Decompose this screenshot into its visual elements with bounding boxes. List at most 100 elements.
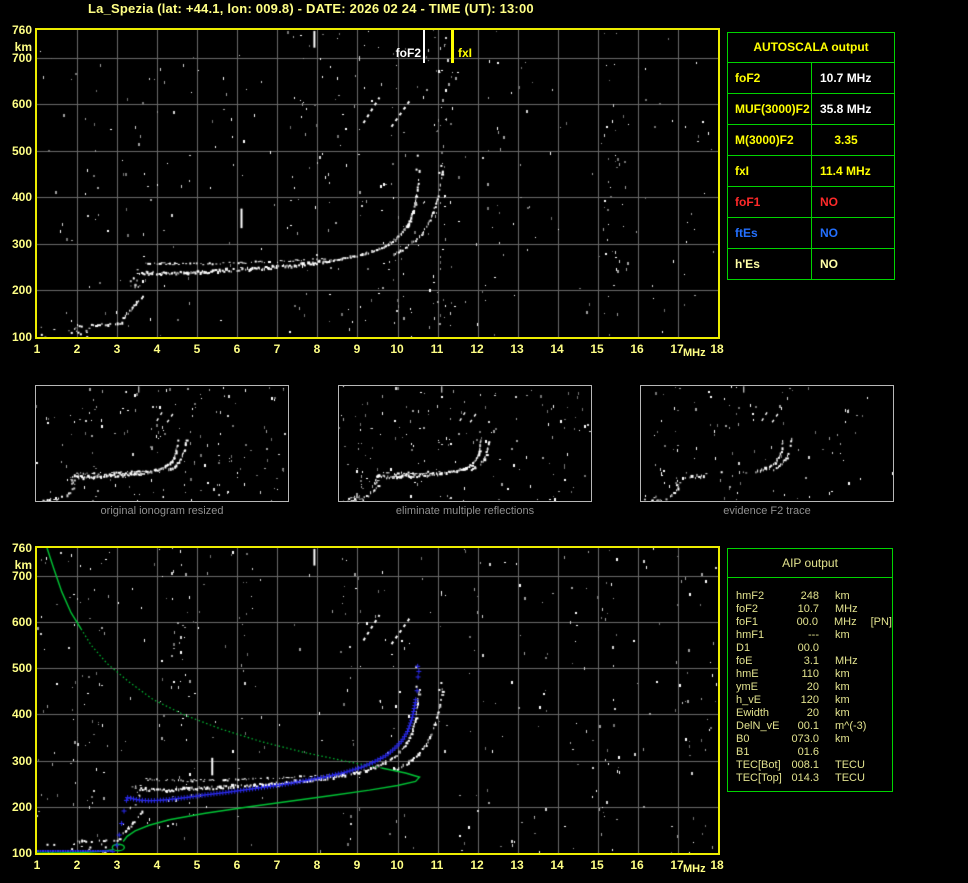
autoscala-row-ftEs: ftEs NO [728, 218, 894, 249]
aip-row-unit: m^(-3) [835, 720, 867, 732]
autoscala-row-h'Es: h'Es NO [728, 249, 894, 279]
x-tick-label: 12 [470, 342, 484, 356]
x-tick-label: 3 [113, 858, 121, 872]
aip-row-unit: MHz [835, 603, 858, 615]
x-tick-label: 8 [313, 858, 321, 872]
aip-row-label: foF1 [736, 616, 759, 628]
x-tick-label: 8 [313, 342, 321, 356]
y-tick-label: 760 [11, 541, 32, 555]
x-tick-label: 18 [710, 342, 724, 356]
thumbnail-eliminate [338, 385, 592, 502]
y-tick-label: 700 [11, 50, 32, 65]
fxi-marker-label: fxI [458, 46, 473, 60]
autoscala-row-value: NO [820, 226, 838, 240]
aip-row-label: ymE [736, 681, 758, 693]
fof2-marker-label: foF2 [395, 46, 421, 60]
aip-row-foF1: foF1 00.0 MHz [PN] [736, 616, 892, 629]
aip-row-unit: km [835, 668, 850, 680]
ionogram-bottom-frame [35, 546, 720, 855]
x-tick-label: 17 [670, 342, 684, 356]
aip-row-value: 20 [806, 681, 819, 693]
y-tick-label: 500 [11, 661, 32, 676]
x-tick-label: 2 [73, 342, 81, 356]
x-tick-label: 11 [430, 858, 444, 872]
y-tick-label: 400 [11, 190, 32, 205]
aip-row-Ewidth: Ewidth 20 km [736, 707, 892, 720]
page-title: La_Spezia (lat: +44.1, lon: 009.8) - DAT… [88, 1, 534, 16]
ionogram-bottom-canvas [37, 548, 718, 853]
autoscala-row-label: M(3000)F2 [728, 125, 812, 155]
x-tick-label: 6 [233, 858, 241, 872]
x-tick-label: 9 [353, 342, 361, 356]
x-axis-unit: MHz [683, 863, 706, 875]
autoscala-row-value: 10.7 MHz [820, 71, 872, 85]
x-tick-label: 11 [430, 342, 444, 356]
aip-row-TEC[Top]: TEC[Top] 014.3 TECU [736, 772, 892, 785]
aip-row-unit: MHz [835, 655, 858, 667]
x-tick-label: 1 [33, 342, 41, 356]
fxi-marker-line [451, 30, 454, 63]
x-axis-unit: MHz [683, 347, 706, 359]
y-axis-unit: km [14, 558, 32, 572]
aip-row-note: [PN] [870, 616, 892, 628]
x-tick-label: 6 [233, 342, 241, 356]
autoscala-row-M(3000)F2: M(3000)F2 3.35 [728, 125, 894, 156]
aip-row-hmE: hmE 110 km [736, 668, 892, 681]
x-tick-label: 15 [590, 342, 604, 356]
autoscala-row-label: fxI [728, 156, 812, 186]
autoscala-row-foF2: foF2 10.7 MHz [728, 63, 894, 94]
aip-row-value: --- [808, 629, 819, 641]
aip-row-label: hmF1 [736, 629, 765, 641]
autoscala-row-label: MUF(3000)F2 [728, 94, 812, 124]
y-axis-unit: km [14, 40, 32, 54]
thumbnail-caption-eliminate: eliminate multiple reflections [395, 505, 535, 517]
aip-row-unit: km [835, 733, 850, 745]
aip-row-unit: km [835, 590, 850, 602]
x-tick-label: 3 [113, 342, 121, 356]
aip-row-label: h_vE [736, 694, 762, 706]
aip-row-value: 10.7 [797, 603, 819, 615]
x-tick-label: 15 [590, 858, 604, 872]
autoscala-row-label: foF2 [728, 63, 812, 93]
x-tick-label: 12 [470, 858, 484, 872]
aip-row-unit: TECU [835, 759, 865, 771]
x-tick-label: 1 [33, 858, 41, 872]
x-tick-label: 16 [630, 342, 644, 356]
aip-row-value: 248 [800, 590, 819, 602]
aip-row-value: 00.0 [797, 642, 819, 654]
aip-row-unit: MHz [833, 616, 857, 628]
autoscala-rows: foF2 10.7 MHz MUF(3000)F2 35.8 MHz M(3000)F2… [728, 63, 894, 279]
aip-row-value: 008.1 [791, 759, 819, 771]
aip-row-hmF2: hmF2 248 km [736, 590, 892, 603]
aip-row-unit: TECU [835, 772, 865, 784]
thumbnail-f2trace [640, 385, 894, 502]
aip-row-value: 00.1 [797, 720, 819, 732]
ionogram-top-canvas [37, 30, 718, 337]
x-tick-label: 7 [273, 858, 281, 872]
aip-row-unit: km [835, 681, 850, 693]
thumbnail-caption-f2trace: evidence F2 trace [723, 505, 811, 517]
autoscala-row-value: 3.35 [834, 133, 858, 147]
y-tick-label: 400 [11, 707, 32, 722]
y-tick-label: 100 [11, 846, 32, 860]
aip-row-unit: km [835, 707, 850, 719]
aip-row-TEC[Bot]: TEC[Bot] 008.1 TECU [736, 759, 892, 772]
x-tick-label: 16 [630, 858, 644, 872]
ionogram-top-frame: foF2 fxI [35, 28, 720, 339]
thumbnail-caption-original: original ionogram resized [100, 505, 224, 517]
autoscala-row-MUF(3000)F2: MUF(3000)F2 35.8 MHz [728, 94, 894, 125]
aip-row-label: B0 [736, 733, 750, 745]
autoscala-row-value: 11.4 MHz [820, 164, 871, 178]
x-tick-label: 4 [153, 858, 161, 872]
aip-row-hmF1: hmF1 --- km [736, 629, 892, 642]
fof2-marker-line [423, 30, 425, 63]
aip-row-value: 014.3 [791, 772, 819, 784]
x-tick-label: 18 [710, 858, 724, 872]
aip-row-value: 120 [800, 694, 819, 706]
x-tick-label: 10 [390, 858, 404, 872]
y-tick-label: 700 [11, 568, 32, 583]
aip-row-label: foE [736, 655, 753, 667]
aip-row-label: foF2 [736, 603, 759, 615]
y-tick-label: 100 [11, 330, 32, 344]
